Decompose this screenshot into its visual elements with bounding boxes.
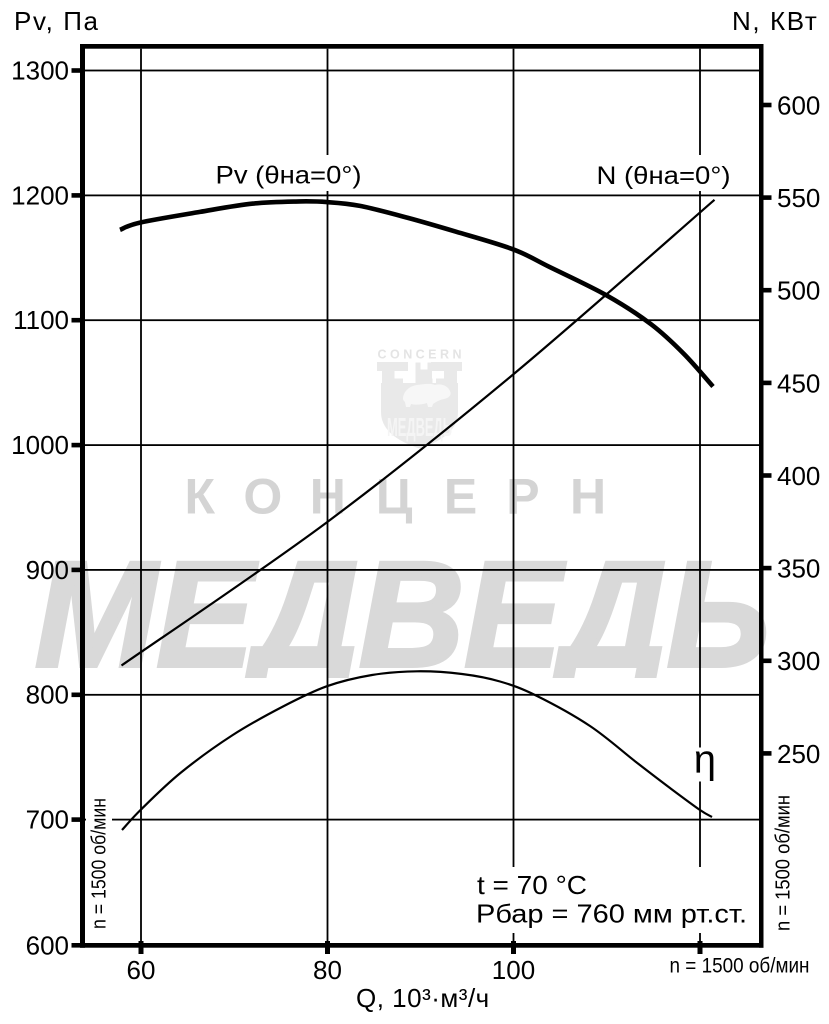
svg-text:t = 70 °C: t = 70 °C: [477, 870, 587, 900]
svg-text:Ц: Ц: [376, 469, 413, 525]
svg-text:1000: 1000: [11, 430, 69, 460]
svg-text:CONCERN: CONCERN: [378, 348, 462, 362]
svg-text:МЕДВЕДЬ: МЕДВЕДЬ: [35, 530, 770, 698]
svg-text:n = 1500 об/мин: n = 1500 об/мин: [773, 795, 795, 931]
svg-text:1300: 1300: [11, 55, 69, 85]
svg-text:МЕДВЕДЬ: МЕДВЕДЬ: [387, 412, 452, 442]
svg-text:100: 100: [492, 955, 535, 985]
svg-text:800: 800: [26, 680, 69, 710]
svg-text:N, КВт: N, КВт: [732, 6, 818, 36]
svg-text:600: 600: [777, 90, 820, 120]
svg-text:К: К: [185, 469, 216, 525]
svg-text:О: О: [243, 469, 282, 525]
svg-text:Pбар = 760 мм рт.ст.: Pбар = 760 мм рт.ст.: [476, 899, 747, 929]
svg-text:Н: Н: [570, 469, 606, 525]
svg-text:Q, 10³·м³/ч: Q, 10³·м³/ч: [356, 983, 490, 1013]
svg-text:1100: 1100: [13, 305, 69, 335]
svg-text:N (θна=0°): N (θна=0°): [597, 162, 731, 190]
svg-text:700: 700: [26, 805, 69, 835]
svg-text:350: 350: [777, 554, 820, 584]
svg-text:80: 80: [313, 955, 342, 985]
svg-text:450: 450: [777, 368, 820, 398]
svg-text:600: 600: [26, 931, 69, 961]
svg-text:300: 300: [777, 646, 820, 676]
svg-text:Pv, Па: Pv, Па: [14, 6, 100, 36]
svg-text:Pv (θна=0°): Pv (θна=0°): [216, 161, 362, 189]
svg-text:n = 1500 об/мин: n = 1500 об/мин: [89, 798, 111, 929]
svg-text:n = 1500 об/мин: n = 1500 об/мин: [670, 955, 810, 978]
svg-text:550: 550: [777, 183, 820, 213]
svg-text:500: 500: [777, 276, 820, 306]
svg-text:400: 400: [777, 461, 820, 491]
svg-text:Е: Е: [444, 469, 477, 525]
svg-text:900: 900: [26, 555, 69, 585]
svg-text:60: 60: [127, 955, 156, 985]
svg-text:η: η: [694, 738, 716, 782]
svg-text:250: 250: [777, 739, 820, 769]
svg-text:1200: 1200: [11, 180, 69, 210]
svg-text:Р: Р: [506, 469, 539, 525]
